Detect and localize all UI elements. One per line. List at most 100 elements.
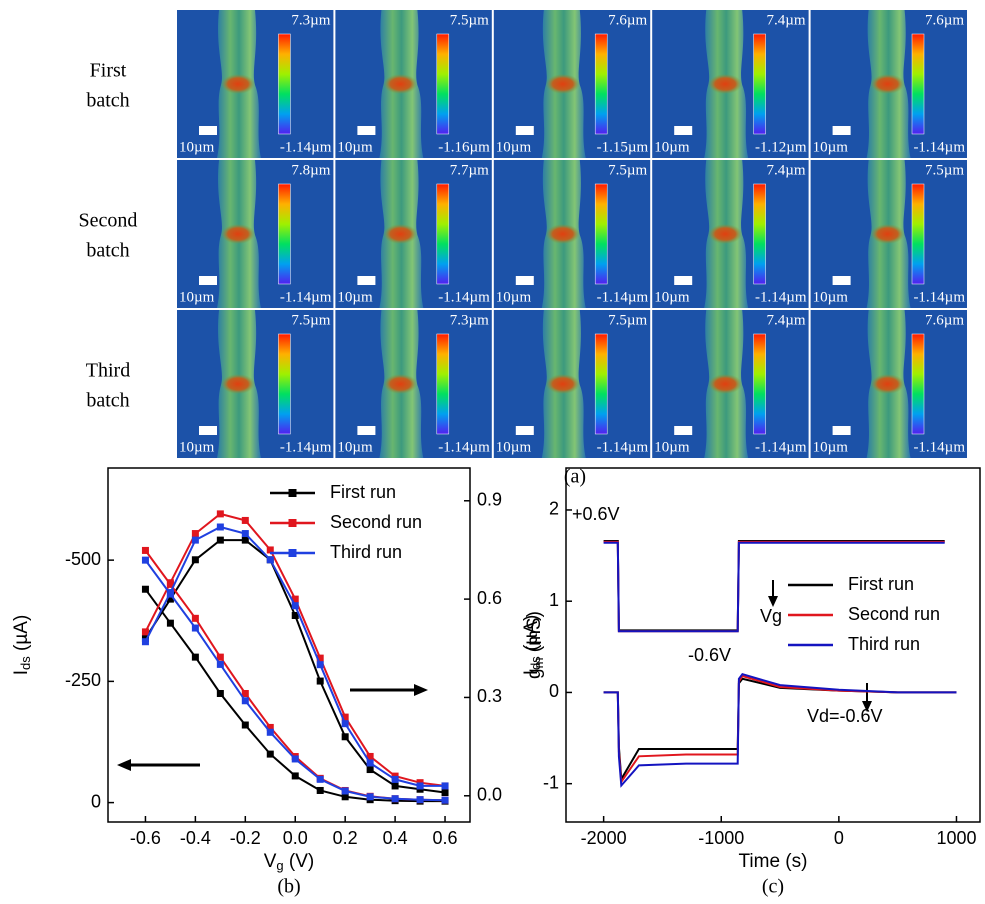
marker xyxy=(266,546,274,554)
panel-label: (a) xyxy=(564,466,586,488)
scale-bar xyxy=(515,276,534,285)
marker xyxy=(316,677,324,685)
marker xyxy=(241,721,249,729)
marker xyxy=(341,793,349,801)
colorbar-max: 7.4µm xyxy=(767,312,806,328)
axis-label-part: I xyxy=(11,670,32,675)
marker xyxy=(441,782,449,790)
color-bar xyxy=(753,333,766,435)
legend-text: First run xyxy=(848,574,914,594)
axis-label-part: ds xyxy=(528,656,543,670)
y-tick-label: 1 xyxy=(549,590,559,610)
legend-marker xyxy=(288,489,297,497)
color-bar xyxy=(278,333,291,435)
marker xyxy=(141,585,149,593)
scale-bar xyxy=(832,126,851,135)
scale-bar xyxy=(832,426,851,435)
marker xyxy=(341,733,349,741)
color-bar xyxy=(436,33,450,135)
marker xyxy=(191,624,199,632)
marker xyxy=(216,689,224,697)
marker xyxy=(441,796,449,804)
x-tick-label: -1000 xyxy=(698,828,744,848)
axis-label: Ids (µA) xyxy=(521,615,543,676)
x-tick-label: -0.4 xyxy=(180,828,211,848)
scale-bar-label: 10µm xyxy=(337,139,373,155)
colorbar-min: -1.14µm xyxy=(597,439,649,455)
x-tick-label: -2000 xyxy=(581,828,627,848)
marker xyxy=(341,787,349,795)
colorbar-min: -1.15µm xyxy=(597,139,649,155)
axis-label: Time (s) xyxy=(739,851,808,872)
colorbar-max: 7.5µm xyxy=(291,312,330,328)
series-line xyxy=(144,525,445,787)
x-tick-label: 0.0 xyxy=(283,828,308,848)
y2-tick-label: 0.0 xyxy=(477,785,502,805)
fiber-knot xyxy=(545,374,580,394)
fiber-knot xyxy=(221,374,255,394)
row-label: Third xyxy=(86,360,130,382)
marker xyxy=(316,775,324,783)
marker xyxy=(441,789,449,796)
marker xyxy=(141,638,149,646)
y-tick-label: -250 xyxy=(65,670,101,690)
colorbar-min: -1.16µm xyxy=(438,139,490,155)
panel-label: (b) xyxy=(277,876,300,898)
color-bar xyxy=(753,183,766,285)
marker xyxy=(166,619,174,627)
annotation: +0.6V xyxy=(572,504,620,524)
marker xyxy=(391,775,399,783)
marker xyxy=(241,697,249,705)
annotation: -0.6V xyxy=(688,645,731,665)
marker xyxy=(291,612,299,619)
fiber-knot xyxy=(545,74,580,94)
fiber-knot xyxy=(383,374,418,394)
legend-marker xyxy=(288,549,297,557)
marker xyxy=(366,752,374,760)
color-bar xyxy=(278,33,291,135)
color-bar xyxy=(594,183,608,285)
color-bar xyxy=(436,333,450,435)
scale-bar-label: 10µm xyxy=(813,289,849,305)
scale-bar xyxy=(199,276,217,285)
color-bar xyxy=(911,33,925,135)
marker xyxy=(316,654,324,662)
scale-bar xyxy=(515,126,534,135)
x-tick-label: 0 xyxy=(834,828,844,848)
axis-label-part: ds xyxy=(18,656,33,670)
colorbar-max: 7.5µm xyxy=(925,162,964,178)
marker xyxy=(216,536,224,544)
marker xyxy=(266,723,274,731)
legend-text: Third run xyxy=(330,542,402,562)
color-bar xyxy=(278,183,291,285)
color-bar xyxy=(911,333,925,435)
fiber-knot xyxy=(870,374,905,394)
scale-bar-label: 10µm xyxy=(654,289,690,305)
marker xyxy=(141,546,149,554)
marker xyxy=(241,530,249,538)
scale-bar-label: 10µm xyxy=(496,289,532,305)
colorbar-min: -1.14µm xyxy=(913,139,965,155)
row-label: First xyxy=(90,60,127,82)
x-tick-label: -0.6 xyxy=(130,828,161,848)
row-label: batch xyxy=(86,240,129,262)
colorbar-max: 7.3µm xyxy=(291,12,330,28)
axis-label: gm (mS) xyxy=(524,611,546,679)
scale-bar-label: 10µm xyxy=(813,139,849,155)
marker xyxy=(241,689,249,697)
marker xyxy=(416,796,424,804)
marker xyxy=(291,602,299,610)
colorbar-min: -1.14µm xyxy=(755,289,807,305)
marker xyxy=(191,530,199,538)
x-tick-label: -0.2 xyxy=(230,828,261,848)
colorbar-min: -1.14µm xyxy=(913,439,965,455)
colorbar-min: -1.14µm xyxy=(280,139,332,155)
marker xyxy=(316,786,324,794)
axis-label-part: m xyxy=(531,658,546,669)
colorbar-max: 7.4µm xyxy=(767,12,806,28)
y2-tick-label: 0.3 xyxy=(477,686,502,706)
marker xyxy=(166,589,174,597)
scale-bar-label: 10µm xyxy=(337,289,373,305)
marker xyxy=(416,782,424,790)
marker xyxy=(291,595,299,603)
